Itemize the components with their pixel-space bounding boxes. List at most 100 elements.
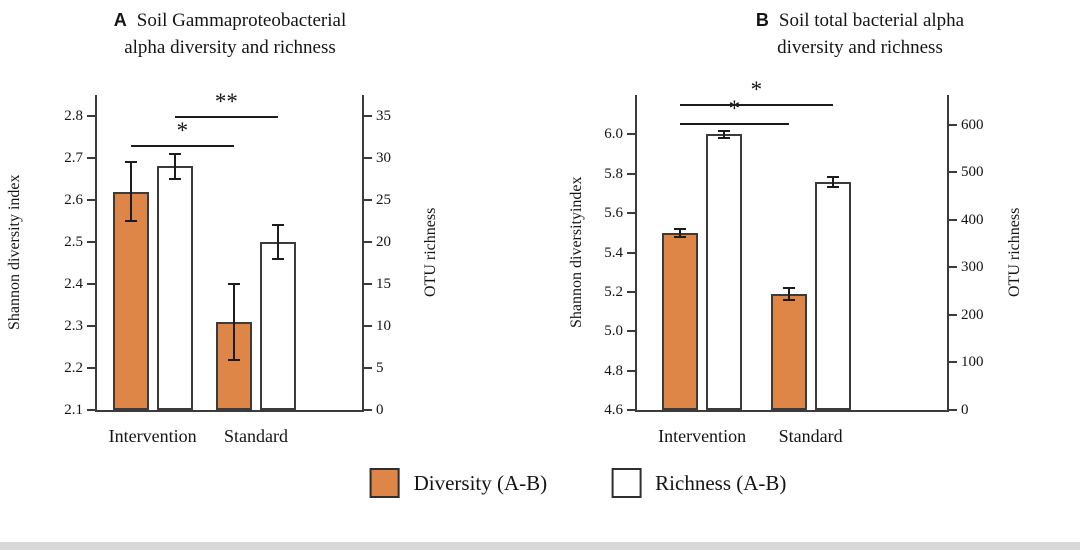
left-axis-tick [87, 157, 95, 159]
left-axis-tick-label: 4.6 [604, 402, 623, 418]
chart-title-a-line2: alpha diversity and richness [124, 36, 336, 58]
error-bar [277, 225, 279, 259]
error-bar-cap-bottom [718, 137, 731, 140]
left-axis-label-a: Shannon diversity index [6, 174, 23, 331]
right-axis-tick [949, 218, 957, 221]
left-axis-tick-label: 2.4 [64, 276, 83, 292]
error-bar-cap-bottom [228, 358, 240, 361]
right-axis-tick-label: 20 [376, 234, 391, 250]
plot-area-a: 2.1 2.2 2.3 2.4 2.5 2.6 2.7 2.8 0 5 10 15 20 25 30 35 In… [64, 90, 391, 446]
right-axis-tick [364, 157, 372, 159]
left-axis-tick [87, 199, 95, 201]
significance-label: * [750, 76, 763, 102]
right-axis-tick-label: 100 [961, 354, 984, 371]
left-axis-tick [627, 251, 635, 254]
left-axis-tick [627, 133, 635, 136]
right-axis-tick [949, 313, 957, 316]
significance-label: * [176, 118, 189, 144]
legend-item-richness: Richness (A-B) [611, 468, 786, 498]
left-axis-tick-label: 5.2 [604, 283, 623, 300]
error-bar-cap-bottom [168, 178, 181, 180]
right-axis-tick [949, 361, 957, 364]
category-label: Standard [224, 426, 288, 446]
error-bar [723, 130, 726, 139]
left-axis-tick-label: 2.1 [64, 402, 83, 418]
left-axis-tick [627, 172, 635, 175]
error-bar-cap-top [826, 176, 839, 179]
right-axis-tick [364, 115, 372, 117]
chart-title-b-text1: Soil total bacterial alpha [778, 10, 965, 31]
right-axis-tick-label: 0 [961, 402, 969, 418]
left-axis-tick-label: 6.0 [604, 126, 623, 143]
left-axis-tick [627, 409, 635, 411]
error-bar-cap-top [168, 152, 181, 155]
significance-line [680, 122, 789, 125]
category-label: Standard [778, 426, 843, 446]
error-bar-cap-top [124, 161, 137, 164]
right-axis-tick [364, 367, 372, 369]
error-bar-cap-bottom [674, 235, 687, 238]
error-bar-cap-top [228, 283, 240, 285]
right-axis-tick-label: 5 [376, 360, 384, 376]
left-axis-tick-label: 2.2 [64, 360, 83, 376]
right-axis-tick [949, 266, 957, 269]
right-axis-tick-label: 15 [376, 276, 391, 292]
right-axis-tick-label: 10 [376, 318, 391, 334]
left-axis-tick [627, 369, 635, 372]
panel-letter-b: B [755, 10, 769, 30]
left-axis-tick-label: 5.8 [604, 165, 623, 182]
legend-item-diversity: Diversity (A-B) [369, 468, 548, 498]
left-axis-tick [87, 367, 95, 369]
left-axis-tick [627, 212, 635, 215]
left-axis-tick [627, 290, 635, 293]
right-axis-tick-label: 200 [961, 306, 984, 323]
right-axis-tick [949, 171, 957, 174]
left-axis-tick-label: 2.3 [64, 318, 83, 334]
error-bar-cap-top [272, 224, 284, 227]
error-bar [787, 287, 790, 300]
error-bar [173, 153, 176, 179]
left-axis-tick [87, 409, 95, 411]
left-axis-tick [87, 283, 95, 285]
significance-label: ** [214, 89, 238, 114]
left-axis-tick [87, 325, 95, 327]
significance-line [174, 116, 278, 118]
right-axis-tick [364, 325, 372, 327]
category-label: Intervention [108, 426, 197, 446]
bar-standard-diversity [770, 293, 807, 410]
chart-title-a: A Soil Gammaproteobacterial alpha diversi… [60, 8, 400, 61]
legend-label-richness: Richness (A-B) [655, 470, 787, 495]
left-axis-tick-label: 2.7 [64, 150, 83, 166]
legend-label-diversity: Diversity (A-B) [413, 470, 548, 495]
left-axis-tick [627, 330, 635, 333]
error-bar-cap-top [674, 227, 687, 230]
right-axis-tick-label: 400 [961, 211, 984, 228]
category-label: Intervention [658, 426, 747, 446]
error-bar-cap-bottom [124, 220, 137, 222]
left-axis-tick-label: 2.8 [64, 108, 83, 124]
right-axis-tick-label: 30 [376, 150, 391, 166]
chart-title-b-line1: B Soil total bacterial alpha [690, 8, 1030, 35]
error-bar [679, 228, 682, 237]
legend: Diversity (A-B) Richness (A-B) [369, 468, 786, 498]
right-axis-label-a: OTU richness [422, 207, 439, 298]
error-bar-cap-bottom [826, 185, 839, 188]
panel-soil-gammaproteobacterial: A Soil Gammaproteobacterial alpha diversi… [0, 0, 510, 470]
chart-title-b-line2: diversity and richness [777, 36, 943, 58]
error-bar-cap-top [782, 286, 795, 289]
bar-intervention-diversity [662, 232, 699, 410]
right-axis-tick-label: 300 [961, 259, 984, 276]
chart-title-a-line1: A Soil Gammaproteobacterial [60, 8, 400, 35]
bar-intervention-richness [706, 134, 743, 410]
bar-standard-richness [814, 181, 851, 410]
right-axis-tick-label: 500 [961, 164, 984, 181]
significance-label: * [728, 95, 741, 121]
error-bar-cap-top [718, 129, 731, 132]
right-axis-tick [949, 123, 957, 126]
panel-letter-a: A [113, 10, 127, 30]
bar-intervention-diversity [112, 191, 149, 410]
bar-intervention-richness [156, 166, 193, 410]
right-axis-tick [364, 241, 372, 243]
error-bar-cap-bottom [272, 257, 284, 260]
